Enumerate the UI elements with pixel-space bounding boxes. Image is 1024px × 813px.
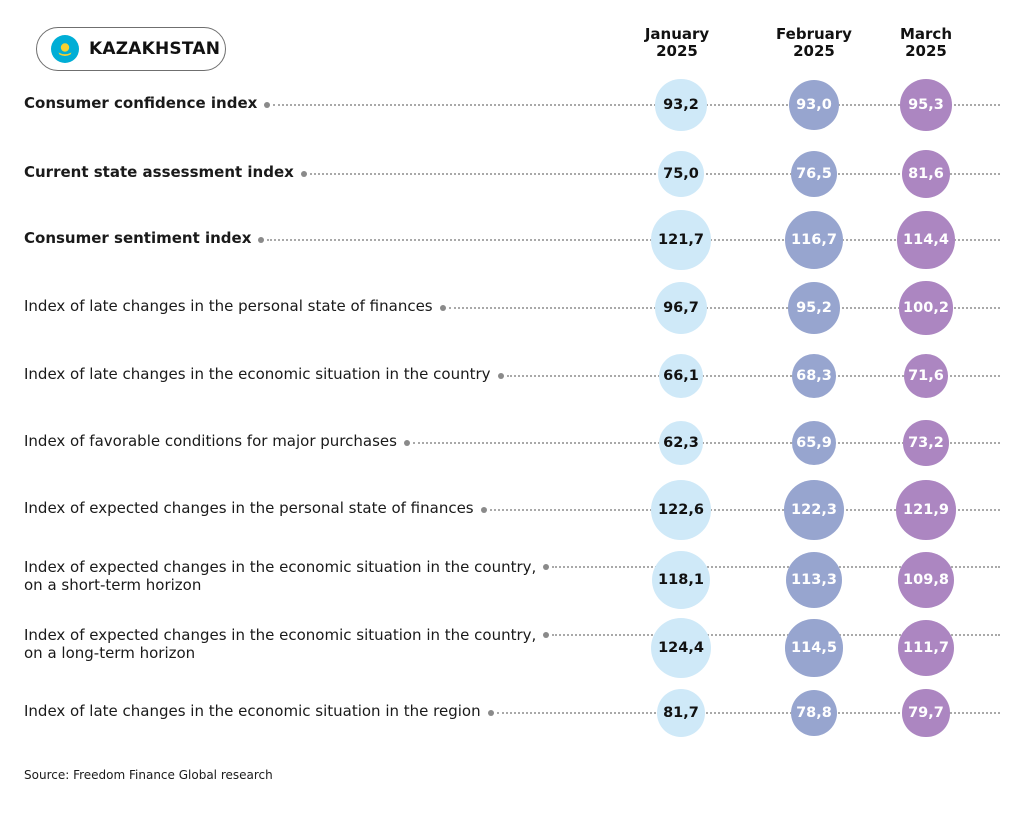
row-label-line: Index of late changes in the economic si… (24, 365, 491, 383)
value-bubble-mar: 71,6 (903, 353, 949, 399)
value-bubble-jan: 118,1 (651, 550, 711, 610)
row-label: Index of favorable conditions for major … (24, 432, 397, 450)
row-label-line: Consumer sentiment index (24, 229, 252, 247)
row-label: Index of late changes in the economic si… (24, 702, 481, 720)
row-label-line: Index of late changes in the economic si… (24, 702, 481, 720)
leader-line (489, 509, 1000, 511)
value-bubble-jan: 96,7 (654, 281, 707, 334)
leader-dot (439, 305, 446, 311)
kazakhstan-flag-icon (51, 35, 79, 63)
leader-dot (480, 507, 487, 513)
column-header-jan: January 2025 (627, 26, 727, 60)
value-bubble-feb: 95,2 (788, 282, 840, 334)
value-bubble-feb: 65,9 (792, 421, 836, 465)
value-bubble-jan: 121,7 (651, 210, 711, 270)
leader-line (552, 634, 1000, 636)
value-bubble-mar: 100,2 (899, 281, 953, 335)
value-bubble-mar: 111,7 (897, 619, 955, 677)
column-header-year: 2025 (905, 42, 947, 60)
row-label: Index of expected changes in the economi… (24, 626, 536, 662)
row-label: Index of late changes in the economic si… (24, 365, 491, 383)
value-bubble-feb: 93,0 (788, 79, 840, 131)
value-bubble-mar: 121,9 (896, 480, 956, 540)
source-note: Source: Freedom Finance Global research (24, 768, 273, 782)
row-label-line: Index of expected changes in the economi… (24, 626, 537, 644)
leader-dot (543, 632, 550, 638)
leader-line (506, 375, 1000, 377)
column-header-year: 2025 (793, 42, 835, 60)
value-bubble-mar: 95,3 (900, 79, 952, 131)
leader-dot (258, 237, 265, 243)
value-bubble-feb: 113,3 (785, 551, 843, 609)
column-header-feb: February 2025 (764, 26, 864, 60)
value-bubble-jan: 75,0 (658, 151, 704, 197)
value-bubble-mar: 109,8 (898, 552, 954, 608)
column-header-month: February (776, 25, 852, 43)
country-name: KAZAKHSTAN (89, 39, 221, 59)
row-label: Current state assessment index (24, 163, 294, 181)
row-label: Consumer confidence index (24, 94, 257, 112)
row-label-line: Current state assessment index (24, 163, 294, 181)
leader-dot (403, 440, 410, 446)
row-label: Consumer sentiment index (24, 229, 251, 247)
leader-line (309, 173, 1000, 175)
leader-dot (543, 564, 550, 570)
row-label: Index of late changes in the personal st… (24, 297, 433, 315)
row-label-line: Index of expected changes in the persona… (24, 499, 474, 517)
value-bubble-feb: 116,7 (785, 211, 843, 269)
value-bubble-feb: 122,3 (784, 480, 844, 540)
row-label-line: Index of expected changes in the economi… (24, 558, 537, 576)
column-header-month: March (899, 25, 953, 43)
leader-dot (487, 710, 494, 716)
leader-line (267, 239, 1000, 241)
column-header-mar: March 2025 (876, 26, 976, 60)
value-bubble-feb: 76,5 (790, 150, 838, 198)
value-bubble-jan: 62,3 (659, 421, 703, 465)
row-label-line: Consumer confidence index (24, 94, 258, 112)
value-bubble-mar: 81,6 (902, 150, 950, 198)
value-bubble-jan: 124,4 (651, 618, 711, 678)
column-header-year: 2025 (656, 42, 698, 60)
column-header-month: January (644, 25, 710, 43)
leader-line (496, 712, 1000, 714)
leader-line (273, 104, 1000, 106)
row-label: Index of expected changes in the economi… (24, 558, 536, 594)
value-bubble-mar: 79,7 (902, 689, 950, 737)
value-bubble-jan: 122,6 (651, 480, 711, 540)
leader-dot (497, 373, 504, 379)
row-label-line: on a short-term horizon (24, 576, 202, 594)
value-bubble-feb: 78,8 (790, 689, 838, 737)
country-badge: KAZAKHSTAN (36, 27, 226, 71)
value-bubble-mar: 73,2 (903, 420, 949, 466)
leader-line (412, 442, 1000, 444)
value-bubble-feb: 68,3 (792, 354, 836, 398)
value-bubble-feb: 114,5 (785, 619, 843, 677)
leader-dot (264, 102, 271, 108)
row-label-line: on a long-term horizon (24, 644, 196, 662)
value-bubble-jan: 66,1 (659, 354, 703, 398)
row-label: Index of expected changes in the persona… (24, 499, 474, 517)
leader-line (552, 566, 1000, 568)
row-label-line: Index of favorable conditions for major … (24, 432, 397, 450)
leader-line (448, 307, 1000, 309)
value-bubble-jan: 93,2 (655, 79, 707, 131)
value-bubble-jan: 81,7 (657, 689, 705, 737)
leader-dot (300, 171, 307, 177)
value-bubble-mar: 114,4 (897, 211, 955, 269)
row-label-line: Index of late changes in the personal st… (24, 297, 433, 315)
